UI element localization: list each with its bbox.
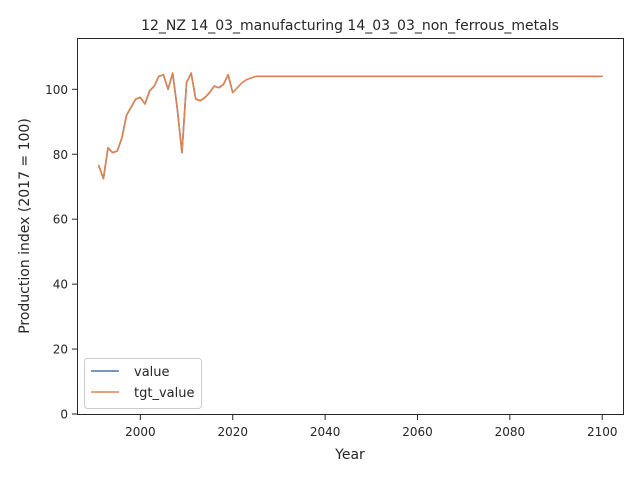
- y-tick-label: 20: [53, 343, 68, 357]
- series-layer: [97, 72, 604, 180]
- x-tick-label: 2060: [402, 425, 433, 439]
- legend: value tgt_value: [84, 358, 202, 409]
- y-axis: 0 20 40 60 80 100: [45, 83, 78, 422]
- y-tick-label: 100: [45, 83, 68, 97]
- x-tick-label: 2100: [587, 425, 618, 439]
- x-tick-label: 2000: [125, 425, 156, 439]
- y-tick-label: 80: [53, 148, 68, 162]
- x-axis-label: Year: [334, 447, 365, 463]
- y-tick-label: 60: [53, 213, 68, 227]
- axes-frame: [77, 38, 624, 415]
- series-line-tgt-value: [97, 72, 604, 180]
- y-tick-label: 0: [60, 408, 68, 422]
- x-axis: 2000 2020 2040 2060 2080 2100: [125, 414, 617, 439]
- x-tick-label: 2020: [217, 425, 248, 439]
- chart-title: 12_NZ 14_03_manufacturing 14_03_03_non_f…: [141, 18, 559, 34]
- y-axis-label: Production index (2017 = 100): [17, 118, 33, 334]
- legend-label-value: value: [134, 365, 170, 380]
- x-tick-label: 2040: [310, 425, 341, 439]
- x-tick-label: 2080: [495, 425, 526, 439]
- y-tick-label: 40: [53, 278, 68, 292]
- legend-label-tgt-value: tgt_value: [134, 386, 194, 401]
